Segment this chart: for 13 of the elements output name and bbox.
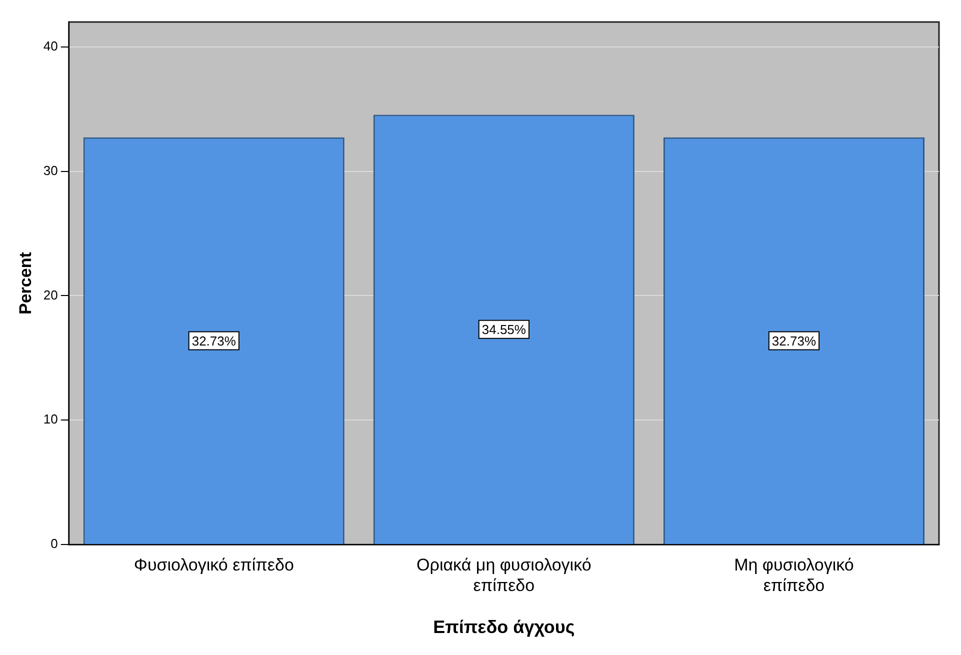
- x-tick-label: Φυσιολογικό επίπεδο: [134, 555, 294, 574]
- data-label: 32.73%: [192, 333, 236, 348]
- data-label: 32.73%: [772, 333, 816, 348]
- x-axis-title: Επίπεδο άγχους: [433, 617, 575, 638]
- x-tick-label: Οριακά μη φυσιολογικό επίπεδο: [416, 555, 592, 595]
- y-tick-label: 10: [43, 412, 58, 427]
- data-label: 34.55%: [482, 322, 526, 337]
- y-tick-label: 0: [50, 536, 58, 552]
- y-tick-label: 30: [43, 162, 58, 178]
- y-tick-label: 40: [43, 38, 58, 54]
- x-tick-label: Μη φυσιολογικό επίπεδο: [734, 555, 854, 595]
- y-tick-label: 20: [43, 287, 58, 302]
- y-axis-title: Percent: [16, 252, 35, 314]
